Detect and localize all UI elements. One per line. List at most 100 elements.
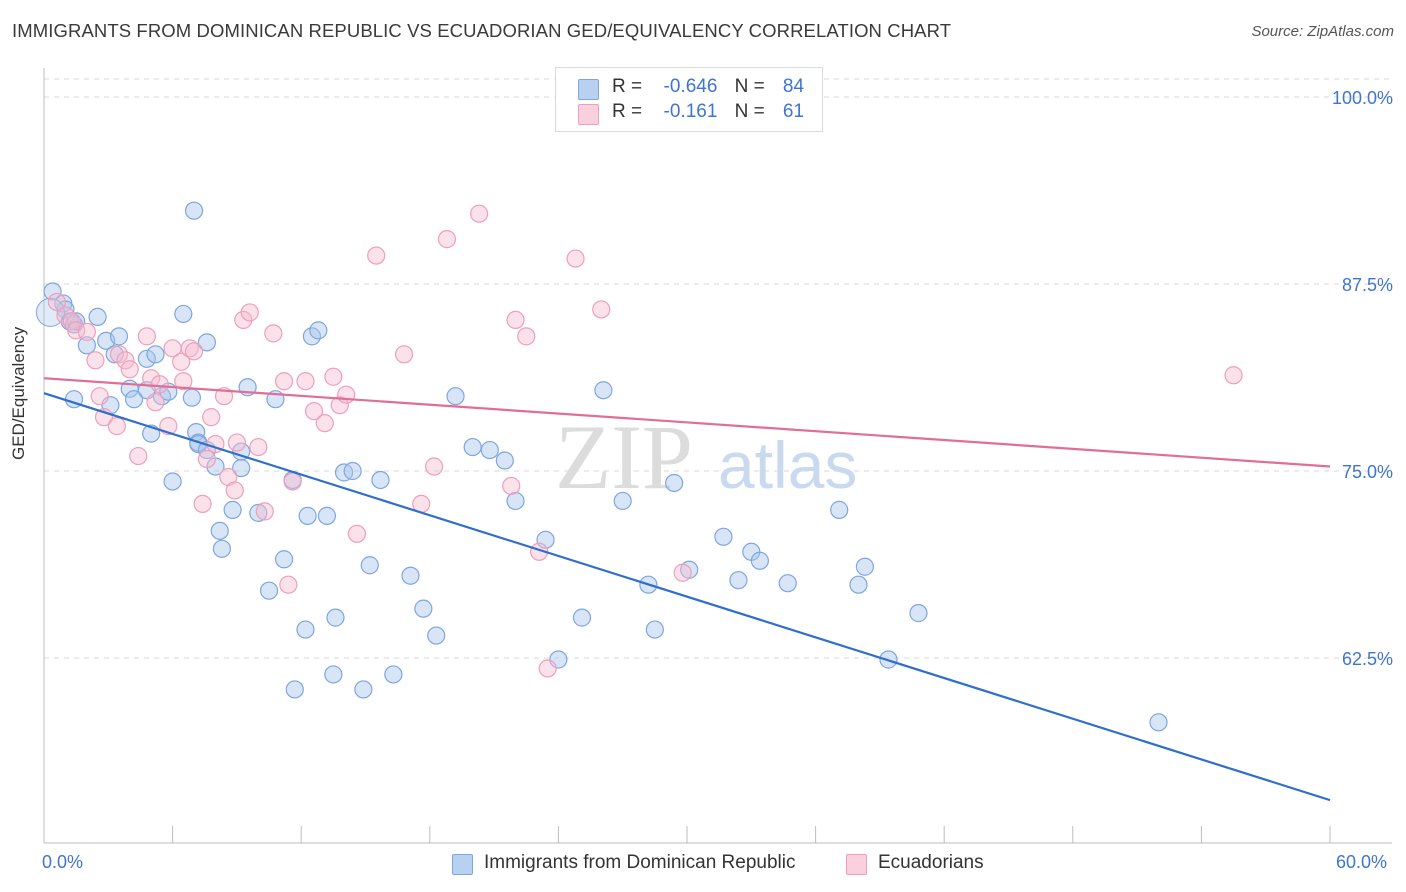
data-point-dominican (77, 336, 96, 355)
data-point-dominican (506, 491, 525, 511)
data-point-dominican (182, 388, 201, 407)
legend-row-blue: R = -0.646 N = 84 (612, 76, 804, 98)
bottom-legend-label-pink: Ecuadorians (878, 852, 984, 873)
watermark: ZIP atlas (555, 406, 857, 508)
data-point-ecuadorian (337, 385, 356, 404)
data-point-dominican (594, 381, 613, 400)
data-point-dominican (645, 620, 664, 639)
data-point-dominican (274, 550, 294, 569)
data-point-dominican (259, 581, 279, 600)
data-point-dominican (43, 282, 62, 301)
data-point-ecuadorian (225, 481, 244, 500)
data-point-dominican (309, 321, 328, 340)
data-point-ecuadorian (249, 437, 268, 457)
data-point-dominican (446, 387, 465, 406)
data-point-ecuadorian (517, 327, 536, 346)
data-point-dominican (360, 556, 379, 575)
data-point-dominican (174, 304, 193, 324)
data-point-ecuadorian (120, 360, 139, 379)
x-tick-label-max: 60.0% (1336, 852, 1388, 872)
data-point-ecuadorian (367, 246, 386, 265)
data-point-ecuadorian (469, 204, 489, 223)
data-point-dominican (714, 527, 733, 546)
bottom-legend-label-blue: Immigrants from Dominican Republic (484, 852, 796, 873)
data-point-ecuadorian (592, 300, 611, 319)
data-point-dominican (1149, 713, 1168, 732)
data-point-dominican (184, 201, 204, 220)
data-point-ecuadorian (193, 494, 212, 514)
data-point-ecuadorian (255, 502, 274, 521)
legend-n-label: N = (734, 76, 765, 97)
x-tick-label-min: 0.0% (42, 852, 84, 872)
legend-r-value: -0.161 (663, 101, 718, 122)
data-point-ecuadorian (184, 342, 204, 361)
data-point-dominican (729, 571, 748, 590)
data-point-dominican (778, 574, 797, 593)
data-point-ecuadorian (673, 563, 692, 582)
trend-lines (43, 377, 1331, 802)
data-point-ecuadorian (150, 375, 169, 394)
data-point-dominican (146, 345, 165, 364)
data-point-ecuadorian (172, 352, 191, 371)
legend-swatch-pink (578, 104, 599, 125)
data-point-ecuadorian (86, 351, 105, 370)
watermark-atlas: atlas (718, 428, 857, 502)
data-point-ecuadorian (324, 367, 343, 386)
grid-lines (44, 78, 1392, 659)
data-point-dominican (317, 506, 337, 525)
data-point-dominican (463, 437, 482, 457)
source-label: Source: ZipAtlas.com (1251, 23, 1394, 40)
data-point-ecuadorian (304, 402, 324, 421)
series-dominican-republic (35, 201, 1168, 732)
data-point-dominican (414, 599, 433, 618)
data-point-dominican (572, 608, 592, 627)
data-point-dominican (371, 470, 390, 490)
legend-n-value: 61 (782, 101, 805, 122)
data-point-ecuadorian (129, 446, 148, 466)
data-point-dominican (210, 521, 229, 540)
legend-r-value: -0.646 (663, 76, 718, 97)
data-point-dominican (285, 680, 304, 699)
data-point-ecuadorian (283, 472, 302, 491)
data-point-dominican (909, 604, 928, 623)
chart-title: IMMIGRANTS FROM DOMINICAN REPUBLIC VS EC… (12, 20, 952, 41)
data-point-dominican (212, 539, 231, 558)
data-point-ecuadorian (538, 659, 557, 678)
data-point-ecuadorian (202, 408, 221, 427)
data-point-dominican (105, 345, 124, 364)
data-point-dominican (249, 503, 268, 522)
data-point-dominican (124, 390, 144, 409)
data-point-ecuadorian (227, 433, 246, 452)
data-point-dominican (665, 473, 684, 493)
data-point-dominican (830, 500, 849, 519)
trend-line-dominican (43, 392, 1331, 802)
legend-n-value: 84 (782, 76, 805, 97)
data-point-dominican (750, 551, 769, 570)
y-tick-label: 62.5% (1342, 649, 1393, 669)
data-point-ecuadorian (502, 476, 521, 496)
legend-n-label: N = (734, 101, 765, 122)
legend-r-label: R = (612, 76, 643, 97)
legend-r-label: R = (612, 101, 643, 122)
data-point-ecuadorian (506, 310, 525, 330)
data-point-ecuadorian (1224, 366, 1243, 385)
data-point-ecuadorian (274, 372, 294, 391)
correlation-legend: R = -0.646 N = 84 R = -0.161 N = 61 (555, 67, 823, 132)
data-point-ecuadorian (77, 322, 96, 341)
data-point-ecuadorian (116, 351, 135, 370)
data-point-ecuadorian (234, 310, 253, 330)
data-point-ecuadorian (197, 449, 216, 469)
data-point-dominican (298, 506, 317, 525)
data-point-dominican (163, 472, 182, 491)
data-point-dominican (427, 626, 446, 645)
data-point-ecuadorian (566, 249, 585, 268)
data-point-ecuadorian (137, 327, 156, 346)
data-point-ecuadorian (394, 345, 414, 364)
data-point-ecuadorian (146, 393, 165, 412)
data-point-dominican (197, 333, 216, 352)
data-point-dominican (326, 608, 345, 627)
data-point-dominican (343, 461, 362, 481)
data-point-dominican (223, 500, 242, 519)
trend-line-ecuadorian (43, 377, 1331, 468)
